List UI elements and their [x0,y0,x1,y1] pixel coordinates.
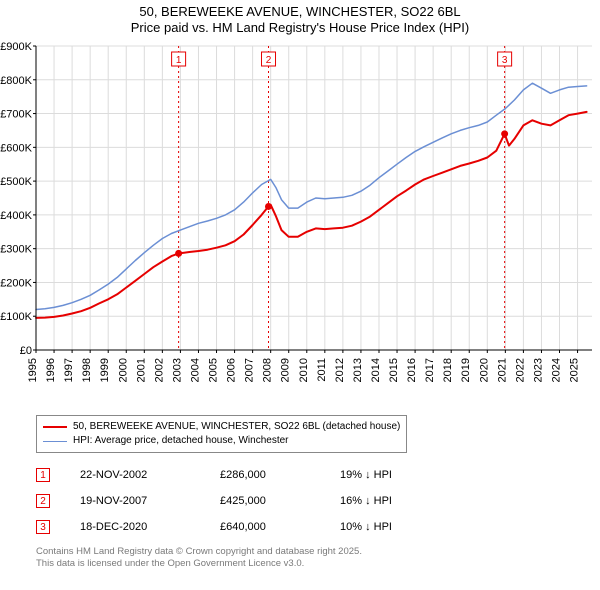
x-tick-label: 2019 [460,358,472,382]
legend-row: HPI: Average price, detached house, Winc… [43,434,400,448]
sale-date: 19-NOV-2007 [80,495,220,507]
sale-price: £425,000 [220,495,340,507]
x-tick-label: 2000 [117,358,129,382]
x-tick-label: 2006 [226,358,238,382]
title-block: 50, BEREWEEKE AVENUE, WINCHESTER, SO22 6… [0,0,600,37]
legend-swatch [43,441,67,442]
attribution: Contains HM Land Registry data © Crown c… [36,546,362,570]
sales-row: 3 18-DEC-2020£640,00010% ↓ HPI [36,514,460,540]
sales-table: 1 22-NOV-2002£286,00019% ↓ HPI 2 19-NOV-200… [36,462,460,540]
sale-price: £640,000 [220,521,340,533]
x-tick-label: 2021 [496,358,508,382]
x-tick-label: 2007 [244,358,256,382]
sale-marker-dot [265,203,272,210]
sale-marker-number: 3 [502,55,508,66]
y-tick-label: £0 [20,345,32,357]
attribution-line-2: This data is licensed under the Open Gov… [36,558,362,570]
y-tick-label: £600K [0,142,32,154]
sale-marker-dot [501,130,508,137]
x-tick-label: 1999 [99,358,111,382]
x-tick-label: 2009 [280,358,292,382]
plot-svg: £0 £100K £200K £300K £400K £500K £600K £700K £80… [0,40,600,410]
sales-row: 2 19-NOV-2007£425,00016% ↓ HPI [36,488,460,514]
x-tick-label: 2023 [532,358,544,382]
x-tick-label: 2020 [478,358,490,382]
legend-label: HPI: Average price, detached house, Winc… [73,434,289,448]
y-tick-label: £200K [0,277,32,289]
legend-row: 50, BEREWEEKE AVENUE, WINCHESTER, SO22 6… [43,420,400,434]
sale-diff: 19% ↓ HPI [340,469,460,481]
sales-marker-box: 1 [36,468,50,482]
y-tick-label: £500K [0,176,32,188]
y-tick-label: £300K [0,244,32,256]
x-tick-label: 1996 [45,358,57,382]
x-tick-label: 1997 [63,358,75,382]
sales-marker-box: 2 [36,494,50,508]
sale-date: 18-DEC-2020 [80,521,220,533]
x-tick-label: 2012 [334,358,346,382]
x-tick-label: 2022 [514,358,526,382]
legend-swatch [43,426,67,428]
sales-row: 1 22-NOV-2002£286,00019% ↓ HPI [36,462,460,488]
legend-label: 50, BEREWEEKE AVENUE, WINCHESTER, SO22 6… [73,420,400,434]
title-line-1: 50, BEREWEEKE AVENUE, WINCHESTER, SO22 6… [0,4,600,20]
x-tick-label: 2010 [298,358,310,382]
x-tick-label: 2001 [135,358,147,382]
chart-container: 50, BEREWEEKE AVENUE, WINCHESTER, SO22 6… [0,0,600,590]
x-tick-label: 1998 [81,358,93,382]
x-tick-label: 2016 [406,358,418,382]
x-tick-label: 2005 [208,358,220,382]
x-tick-label: 2024 [551,358,563,382]
attribution-line-1: Contains HM Land Registry data © Crown c… [36,546,362,558]
sale-diff: 10% ↓ HPI [340,521,460,533]
sale-price: £286,000 [220,469,340,481]
x-tick-label: 2014 [370,358,382,382]
x-tick-label: 2015 [388,358,400,382]
y-tick-label: £100K [0,311,32,323]
x-tick-label: 2013 [352,358,364,382]
x-tick-label: 2025 [569,358,581,382]
legend-box: 50, BEREWEEKE AVENUE, WINCHESTER, SO22 6… [36,415,407,453]
sale-date: 22-NOV-2002 [80,469,220,481]
x-tick-label: 2008 [262,358,274,382]
x-tick-label: 2011 [316,358,328,382]
y-tick-label: £700K [0,109,32,121]
sales-marker-box: 3 [36,520,50,534]
y-tick-label: £900K [0,41,32,53]
title-line-2: Price paid vs. HM Land Registry's House … [0,20,600,36]
x-tick-label: 2018 [442,358,454,382]
sale-diff: 16% ↓ HPI [340,495,460,507]
x-tick-label: 2003 [171,358,183,382]
plot-wrap: £0 £100K £200K £300K £400K £500K £600K £700K £80… [0,40,600,410]
x-tick-label: 2017 [424,358,436,382]
x-tick-label: 2004 [189,358,201,382]
x-tick-label: 1995 [27,358,39,382]
x-tick-label: 2002 [153,358,165,382]
sale-marker-dot [175,250,182,257]
sale-marker-number: 2 [266,55,272,66]
y-tick-label: £400K [0,210,32,222]
y-tick-label: £800K [0,75,32,87]
sale-marker-number: 1 [176,55,182,66]
